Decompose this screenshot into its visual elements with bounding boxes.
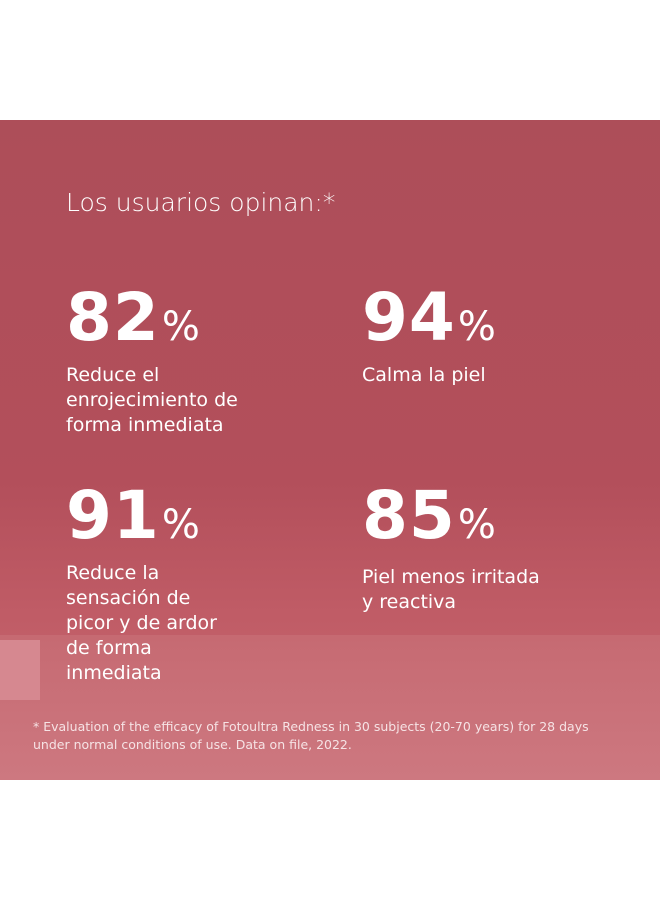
stat-label-line: Piel menos irritada xyxy=(362,566,540,588)
stat-value: 91 xyxy=(66,477,160,554)
stat-label-line: sensación de xyxy=(66,587,191,609)
footnote: * Evaluation of the efficacy of Fotoultr… xyxy=(33,718,589,754)
floor xyxy=(0,635,660,780)
stat-label-line: forma inmediata xyxy=(66,414,224,436)
stat: 85% Piel menos irritada y reactiva xyxy=(362,480,540,615)
stat-value: 85 xyxy=(362,477,456,554)
stat-label-line: enrojecimiento de xyxy=(66,389,238,411)
footnote-line: under normal conditions of use. Data on … xyxy=(33,737,352,752)
stat-label-line: Reduce el xyxy=(66,364,160,386)
stat-label: Calma la piel xyxy=(362,363,497,388)
block xyxy=(0,640,40,700)
stat-value: 94 xyxy=(362,279,456,356)
stat-unit: % xyxy=(161,304,201,350)
stat-value: 82 xyxy=(66,279,160,356)
stat-number: 94% xyxy=(362,282,497,363)
stat-label-line: Calma la piel xyxy=(362,364,486,386)
panel: Los usuarios opinan:* 82% Reduce el enroje… xyxy=(0,120,660,780)
stat: 91% Reduce la sensación de picor y de ardor… xyxy=(66,480,217,686)
footnote-line: * Evaluation of the efficacy of Fotoultr… xyxy=(33,719,589,734)
stat-number: 82% xyxy=(66,282,238,363)
stat-label: Reduce la sensación de picor y de ardor de … xyxy=(66,561,217,686)
stat-label-line: y reactiva xyxy=(362,591,457,613)
stat-number: 85% xyxy=(362,480,540,561)
stat-unit: % xyxy=(457,502,497,548)
stat-label-line: picor y de ardor xyxy=(66,612,217,634)
stat-unit: % xyxy=(457,304,497,350)
stat: 82% Reduce el enrojecimiento de forma inmed… xyxy=(66,282,238,438)
title: Los usuarios opinan:* xyxy=(66,188,336,217)
stat: 94% Calma la piel xyxy=(362,282,497,388)
stat-number: 91% xyxy=(66,480,217,561)
stat-label-line: Reduce la xyxy=(66,562,160,584)
stat-label: Reduce el enrojecimiento de forma inmediat… xyxy=(66,363,238,438)
stat-label-line: de forma xyxy=(66,637,152,659)
stat-label: Piel menos irritada y reactiva xyxy=(362,565,540,615)
stat-label-line: inmediata xyxy=(66,662,162,684)
stat-unit: % xyxy=(161,502,201,548)
